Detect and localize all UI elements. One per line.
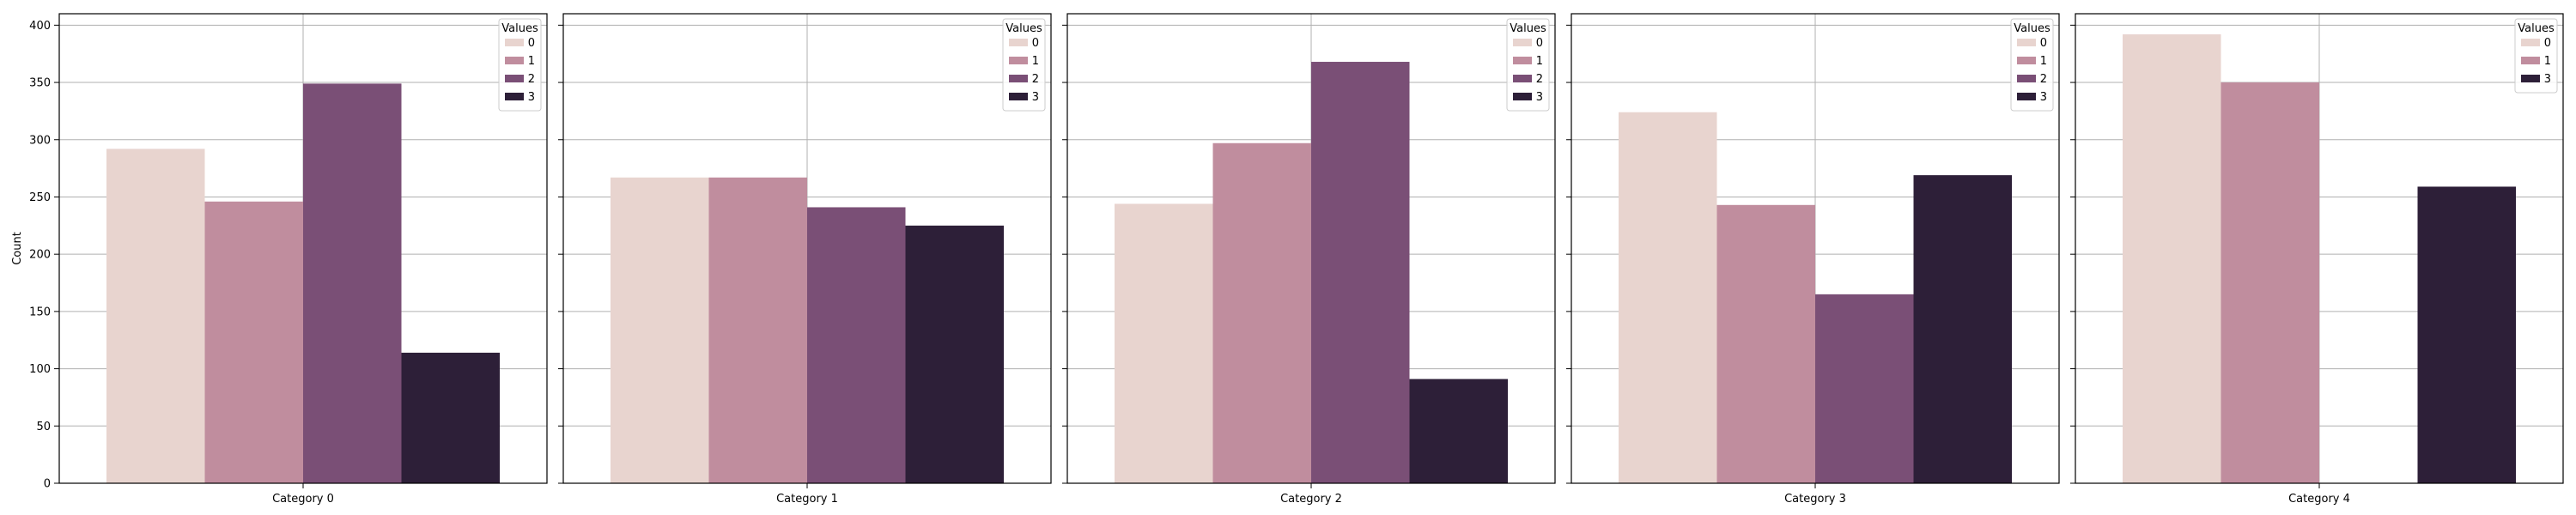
legend-swatch-1 — [1009, 57, 1028, 64]
legend-swatch-0 — [1009, 39, 1028, 46]
legend-label-1: 1 — [1032, 55, 1039, 68]
legend-label-3: 3 — [2544, 73, 2551, 86]
bar-category-3-value-2 — [1815, 294, 1914, 483]
legend-label-3: 3 — [528, 91, 535, 104]
bar-category-1-value-3 — [905, 225, 1004, 483]
legend-label-3: 3 — [1536, 91, 1543, 104]
legend-swatch-0 — [2017, 39, 2036, 46]
legend-swatch-3 — [2521, 75, 2540, 82]
legend-label-1: 1 — [528, 55, 535, 68]
legend: Values 0 1 2 3 — [498, 18, 542, 112]
legend-title: Values — [501, 22, 538, 35]
legend-swatch-3 — [1009, 93, 1028, 100]
legend-label-3: 3 — [2040, 91, 2047, 104]
legend-swatch-0 — [2521, 39, 2540, 46]
legend-label-2: 2 — [1032, 73, 1039, 86]
legend-title: Values — [2014, 22, 2050, 35]
bar-category-0-value-0 — [106, 148, 205, 484]
legend-swatch-2 — [1513, 75, 1532, 82]
x-tick-label: Category 1 — [776, 493, 838, 506]
legend-box — [2514, 18, 2558, 94]
x-tick-label: Category 2 — [1280, 493, 1342, 506]
x-tick-label: Category 0 — [272, 493, 334, 506]
legend-swatch-2 — [505, 75, 524, 82]
bar-category-4-value-3 — [2417, 186, 2516, 483]
legend-swatch-1 — [2017, 57, 2036, 64]
legend: Values 0 1 2 3 — [1002, 18, 1046, 112]
legend-label-1: 1 — [2544, 55, 2551, 68]
bar-category-2-value-1 — [1212, 142, 1311, 483]
y-tick-label: 350 — [29, 77, 51, 90]
legend-label-2: 2 — [1536, 73, 1543, 86]
panel-4: Category 4 Values 0 1 3 — [2070, 13, 2564, 506]
bar-category-1-value-2 — [807, 207, 906, 483]
legend-label-2: 2 — [2040, 73, 2047, 86]
y-tick-label: 400 — [29, 20, 51, 33]
bar-category-3-value-0 — [1619, 112, 1717, 484]
legend: Values 0 1 2 3 — [1506, 18, 1550, 112]
legend: Values 0 1 2 3 — [2010, 18, 2054, 112]
legend-label-0: 0 — [1032, 37, 1039, 50]
legend-swatch-0 — [1513, 39, 1532, 46]
legend-label-3: 3 — [1032, 91, 1039, 104]
legend-swatch-3 — [505, 93, 524, 100]
bar-category-0-value-1 — [204, 201, 303, 484]
y-tick-label: 0 — [44, 478, 51, 491]
bar-category-2-value-0 — [1115, 203, 1213, 483]
bar-category-4-value-1 — [2221, 82, 2319, 484]
y-axis-label: Count — [11, 232, 24, 265]
legend-label-0: 0 — [2040, 37, 2047, 50]
legend-swatch-3 — [2017, 93, 2036, 100]
legend-label-0: 0 — [2544, 37, 2551, 50]
legend-title: Values — [1005, 22, 1042, 35]
legend-label-1: 1 — [2040, 55, 2047, 68]
y-tick-label: 300 — [29, 134, 51, 147]
bar-category-3-value-3 — [1913, 175, 2012, 484]
y-tick-label: 100 — [29, 363, 51, 376]
panel-3: Category 3 Values 0 1 2 3 — [1566, 13, 2060, 506]
panel-0: 0 50 100 150 200 250 300 350 400 Category 0 Values… — [29, 13, 548, 506]
legend-label-0: 0 — [1536, 37, 1543, 50]
legend-title: Values — [2518, 22, 2555, 35]
legend-title: Values — [1510, 22, 1546, 35]
y-tick-label: 250 — [29, 191, 51, 204]
panel-1: Category 1 Values 0 1 2 3 — [558, 13, 1052, 506]
bar-category-2-value-2 — [1311, 62, 1410, 483]
legend-swatch-3 — [1513, 93, 1532, 100]
legend-swatch-2 — [2017, 75, 2036, 82]
panel-2: Category 2 Values 0 1 2 3 — [1062, 13, 1556, 506]
legend-label-0: 0 — [528, 37, 535, 50]
bar-category-0-value-2 — [303, 83, 402, 483]
legend: Values 0 1 3 — [2514, 18, 2558, 94]
bar-category-2-value-3 — [1409, 379, 1508, 483]
y-tick-label: 50 — [36, 421, 51, 433]
y-tick-label: 200 — [29, 249, 51, 262]
legend-label-2: 2 — [528, 73, 535, 86]
bar-category-0-value-3 — [401, 352, 500, 483]
bar-category-3-value-1 — [1716, 204, 1815, 484]
x-tick-label: Category 4 — [2288, 493, 2350, 506]
legend-label-1: 1 — [1536, 55, 1543, 68]
bar-category-1-value-1 — [708, 177, 807, 483]
legend-swatch-1 — [1513, 57, 1532, 64]
bar-category-4-value-0 — [2123, 34, 2221, 483]
legend-swatch-0 — [505, 39, 524, 46]
legend-swatch-1 — [2521, 57, 2540, 64]
x-tick-label: Category 3 — [1784, 493, 1846, 506]
bar-category-1-value-0 — [611, 177, 709, 483]
legend-swatch-1 — [505, 57, 524, 64]
y-tick-label: 150 — [29, 306, 51, 318]
legend-swatch-2 — [1009, 75, 1028, 82]
